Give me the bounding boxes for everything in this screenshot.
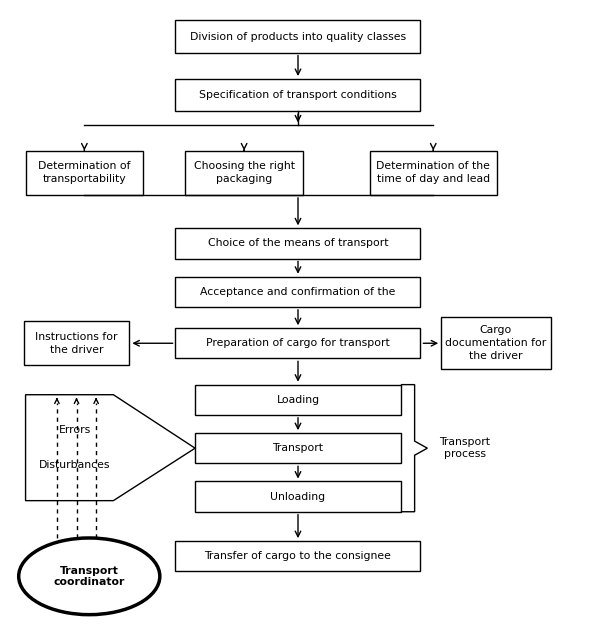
Bar: [175, 277, 421, 307]
Text: Transfer of cargo to the consignee: Transfer of cargo to the consignee: [204, 551, 392, 561]
Text: Cargo
documentation for
the driver: Cargo documentation for the driver: [445, 325, 547, 361]
Text: Unloading: Unloading: [271, 492, 325, 502]
Text: Determination of
transportability: Determination of transportability: [38, 161, 131, 184]
Text: Transport: Transport: [272, 443, 324, 453]
Text: Choice of the means of transport: Choice of the means of transport: [208, 239, 388, 249]
Bar: [441, 317, 551, 369]
Text: Specification of transport conditions: Specification of transport conditions: [199, 90, 397, 100]
Text: Errors: Errors: [58, 425, 91, 435]
Bar: [370, 151, 497, 195]
Text: Acceptance and confirmation of the: Acceptance and confirmation of the: [200, 287, 396, 297]
Bar: [175, 79, 421, 111]
Text: Choosing the right
packaging: Choosing the right packaging: [194, 161, 294, 184]
Bar: [195, 433, 401, 463]
Text: Transport
process: Transport process: [439, 437, 490, 459]
Text: Instructions for
the driver: Instructions for the driver: [35, 332, 118, 355]
Polygon shape: [26, 395, 195, 501]
Bar: [185, 151, 303, 195]
Bar: [175, 328, 421, 359]
Bar: [175, 20, 421, 53]
Text: Disturbances: Disturbances: [39, 460, 110, 470]
Text: Transport
coordinator: Transport coordinator: [54, 566, 125, 587]
Bar: [175, 228, 421, 259]
Text: Loading: Loading: [277, 395, 319, 405]
Bar: [195, 384, 401, 415]
Text: Determination of the
time of day and lead: Determination of the time of day and lea…: [376, 161, 490, 184]
Text: Preparation of cargo for transport: Preparation of cargo for transport: [206, 338, 390, 349]
Text: Division of products into quality classes: Division of products into quality classe…: [190, 31, 406, 41]
Bar: [26, 151, 143, 195]
Bar: [175, 541, 421, 571]
Bar: [195, 482, 401, 512]
Bar: [24, 321, 129, 365]
Ellipse shape: [18, 538, 160, 615]
